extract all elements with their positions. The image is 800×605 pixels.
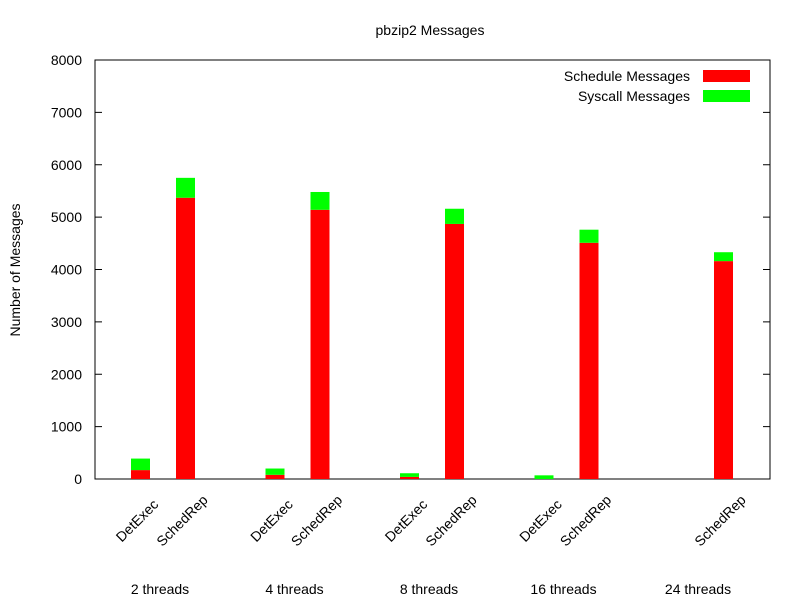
legend-label: Schedule Messages xyxy=(564,68,690,84)
bar-segment-syscall xyxy=(176,177,195,198)
bar-segment-syscall xyxy=(400,473,419,477)
bar-label: SchedRep xyxy=(557,492,615,550)
legend: Schedule Messages Syscall Messages xyxy=(564,68,750,104)
legend-swatch xyxy=(703,90,750,102)
legend-label: Syscall Messages xyxy=(578,88,690,104)
bar-segment-schedule xyxy=(131,470,150,479)
bar-segment-schedule xyxy=(265,474,285,479)
bar-label: SchedRep xyxy=(153,492,211,550)
bar-segment-syscall xyxy=(714,252,733,262)
plot-frame xyxy=(94,59,771,480)
bar-segment-schedule xyxy=(176,197,195,479)
legend-swatch xyxy=(703,70,750,82)
bar-segment-schedule xyxy=(445,223,464,479)
bar-segment-schedule xyxy=(400,476,419,479)
bar-segment-schedule xyxy=(714,261,733,479)
bar-segment-syscall xyxy=(445,208,464,224)
bar-segment-syscall xyxy=(534,475,554,479)
y-tick-label: 7000 xyxy=(51,104,82,120)
y-tick-label: 4000 xyxy=(51,262,82,278)
bar-segment-schedule xyxy=(310,209,330,480)
bar-label: SchedRep xyxy=(691,492,749,550)
group-label: 24 threads xyxy=(665,581,731,597)
y-tick-label: 6000 xyxy=(51,157,82,173)
group-label: 2 threads xyxy=(131,581,189,597)
bars xyxy=(131,177,733,480)
bar-label: SchedRep xyxy=(422,492,480,550)
y-tick-label: 5000 xyxy=(51,209,82,225)
y-tick-label: 3000 xyxy=(51,314,82,330)
bar-segment-syscall xyxy=(579,229,599,243)
y-tick-label: 8000 xyxy=(51,52,82,68)
group-label: 16 threads xyxy=(530,581,596,597)
group-label: 8 threads xyxy=(400,581,458,597)
bar-segment-syscall xyxy=(265,468,285,475)
y-axis-ticks: 0 1000 2000 3000 4000 5000 6000 7000 8000 xyxy=(51,52,770,487)
y-tick-label: 2000 xyxy=(51,366,82,382)
bar-segment-syscall xyxy=(310,191,330,210)
chart-title: pbzip2 Messages xyxy=(376,22,485,38)
y-tick-label: 0 xyxy=(74,471,82,487)
y-tick-label: 1000 xyxy=(51,419,82,435)
bar-segment-schedule xyxy=(579,242,599,479)
group-label: 4 threads xyxy=(265,581,323,597)
y-axis-label: Number of Messages xyxy=(7,203,23,336)
bar-label: SchedRep xyxy=(288,492,346,550)
bar-segment-syscall xyxy=(131,458,150,471)
